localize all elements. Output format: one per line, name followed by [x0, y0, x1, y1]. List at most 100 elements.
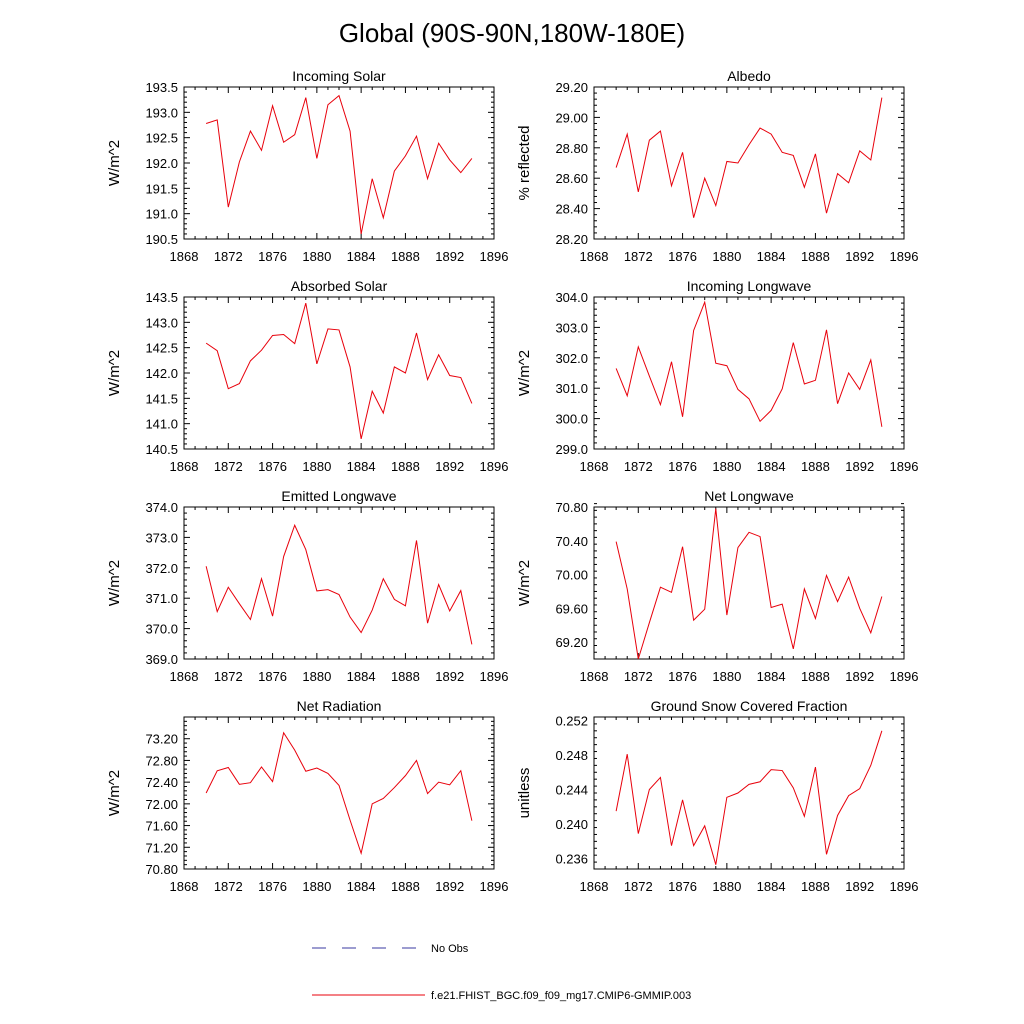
y-tick-label: 300.0: [555, 412, 588, 427]
plot-frame: [593, 86, 905, 240]
x-tick-label: 1884: [347, 669, 376, 684]
plot-frame: [183, 716, 495, 870]
y-tick-label: 72.80: [145, 753, 178, 768]
panel-incoming-solar: Incoming Solar W/m^2 1868 1872 1876 1880 1884 1…: [106, 68, 508, 264]
series-line-incoming-longwave: [615, 300, 883, 427]
y-tick-label: 299.0: [555, 442, 588, 457]
y-tick-label: 191.5: [145, 181, 178, 196]
x-tick-label: 1896: [890, 879, 919, 894]
x-tick-label: 1884: [347, 459, 376, 474]
y-axis-label: W/m^2: [106, 350, 123, 396]
y-tick-label: 28.80: [555, 141, 588, 156]
y-tick-label: 193.0: [145, 105, 178, 120]
panel-net-longwave: Net Longwave W/m^2 1868 1872 1876 1880 1884 188…: [516, 488, 918, 684]
y-tick-label: 192.0: [145, 156, 178, 171]
x-tick-label: 1880: [712, 459, 741, 474]
y-tick-label: 142.5: [145, 341, 178, 356]
x-tick-label: 1868: [580, 249, 609, 264]
x-tick-label: 1896: [890, 669, 919, 684]
x-tick-label: 1896: [480, 879, 509, 894]
plot-frame: [593, 296, 905, 450]
legend-model-label: f.e21.FHIST_BGC.f09_f09_mg17.CMIP6-GMMIP…: [431, 990, 691, 1002]
x-tick-label: 1872: [214, 249, 243, 264]
y-tick-label: 72.40: [145, 775, 178, 790]
x-tick-label: 1876: [668, 249, 697, 264]
y-tick-label: 69.60: [555, 601, 588, 616]
y-tick-label: 142.0: [145, 366, 178, 381]
x-tick-label: 1880: [712, 249, 741, 264]
series-line-incoming-solar: [205, 94, 473, 235]
y-tick-label: 0.244: [555, 783, 588, 798]
x-tick-label: 1896: [480, 249, 509, 264]
x-tick-label: 1872: [624, 459, 653, 474]
x-tick-label: 1880: [302, 879, 331, 894]
x-tick-label: 1880: [712, 879, 741, 894]
plot-frame: [593, 716, 905, 870]
y-tick-label: 72.00: [145, 797, 178, 812]
x-tick-label: 1892: [435, 669, 464, 684]
y-tick-label: 71.60: [145, 819, 178, 834]
figure-title: Global (90S-90N,180W-180E): [339, 18, 685, 48]
x-tick-label: 1872: [214, 459, 243, 474]
y-tick-label: 71.20: [145, 840, 178, 855]
x-tick-label: 1876: [668, 669, 697, 684]
x-tick-label: 1868: [580, 669, 609, 684]
x-tick-label: 1872: [214, 879, 243, 894]
y-tick-label: 141.0: [145, 417, 178, 432]
y-tick-label: 143.0: [145, 315, 178, 330]
x-tick-label: 1876: [668, 459, 697, 474]
x-tick-label: 1884: [347, 879, 376, 894]
y-tick-label: 374.0: [145, 500, 178, 515]
panel-title: Absorbed Solar: [291, 278, 388, 294]
x-tick-label: 1896: [890, 249, 919, 264]
panel-title: Net Longwave: [704, 488, 794, 504]
y-tick-label: 0.236: [555, 852, 588, 867]
x-tick-label: 1896: [480, 459, 509, 474]
x-tick-label: 1868: [170, 249, 199, 264]
y-axis-label: W/m^2: [106, 560, 123, 606]
y-tick-label: 0.248: [555, 748, 588, 763]
x-tick-label: 1868: [580, 879, 609, 894]
x-tick-label: 1888: [391, 249, 420, 264]
y-tick-label: 192.5: [145, 131, 178, 146]
plot-frame: [183, 506, 495, 660]
x-tick-label: 1872: [624, 669, 653, 684]
x-tick-label: 1868: [580, 459, 609, 474]
series-line-albedo: [615, 97, 883, 218]
y-axis-label: W/m^2: [516, 350, 533, 396]
x-tick-label: 1892: [845, 249, 874, 264]
series-line-net-radiation: [205, 731, 473, 856]
panels: Incoming Solar W/m^2 1868 1872 1876 1880 1884 1…: [106, 68, 918, 894]
y-tick-label: 140.5: [145, 442, 178, 457]
x-tick-label: 1892: [845, 459, 874, 474]
x-tick-label: 1868: [170, 879, 199, 894]
series-line-emitted-longwave: [205, 523, 473, 645]
plot-frame: [183, 86, 495, 240]
x-tick-label: 1888: [391, 669, 420, 684]
plot-frame: [183, 296, 495, 450]
series-line-absorbed-solar: [205, 302, 473, 439]
panel-title: Incoming Longwave: [687, 278, 812, 294]
panel-title: Net Radiation: [297, 698, 382, 714]
plot-frame: [593, 506, 905, 660]
y-tick-label: 302.0: [555, 351, 588, 366]
x-tick-label: 1888: [391, 879, 420, 894]
y-axis-label: unitless: [516, 768, 533, 819]
x-tick-label: 1884: [757, 879, 786, 894]
x-tick-label: 1876: [668, 879, 697, 894]
x-tick-label: 1880: [302, 459, 331, 474]
y-tick-label: 70.40: [555, 534, 588, 549]
y-tick-label: 141.5: [145, 391, 178, 406]
panel-emitted-longwave: Emitted Longwave W/m^2 1868 1872 1876 1880 188…: [106, 488, 508, 684]
y-tick-label: 73.20: [145, 732, 178, 747]
legend-obs-label: No Obs: [431, 943, 469, 955]
y-tick-label: 70.00: [555, 568, 588, 583]
x-tick-label: 1876: [258, 879, 287, 894]
x-tick-label: 1876: [258, 669, 287, 684]
y-tick-label: 370.0: [145, 622, 178, 637]
y-tick-label: 372.0: [145, 561, 178, 576]
x-tick-label: 1888: [801, 459, 830, 474]
y-tick-label: 0.240: [555, 817, 588, 832]
series-line-ground-snow-covered-fraction: [615, 730, 883, 865]
